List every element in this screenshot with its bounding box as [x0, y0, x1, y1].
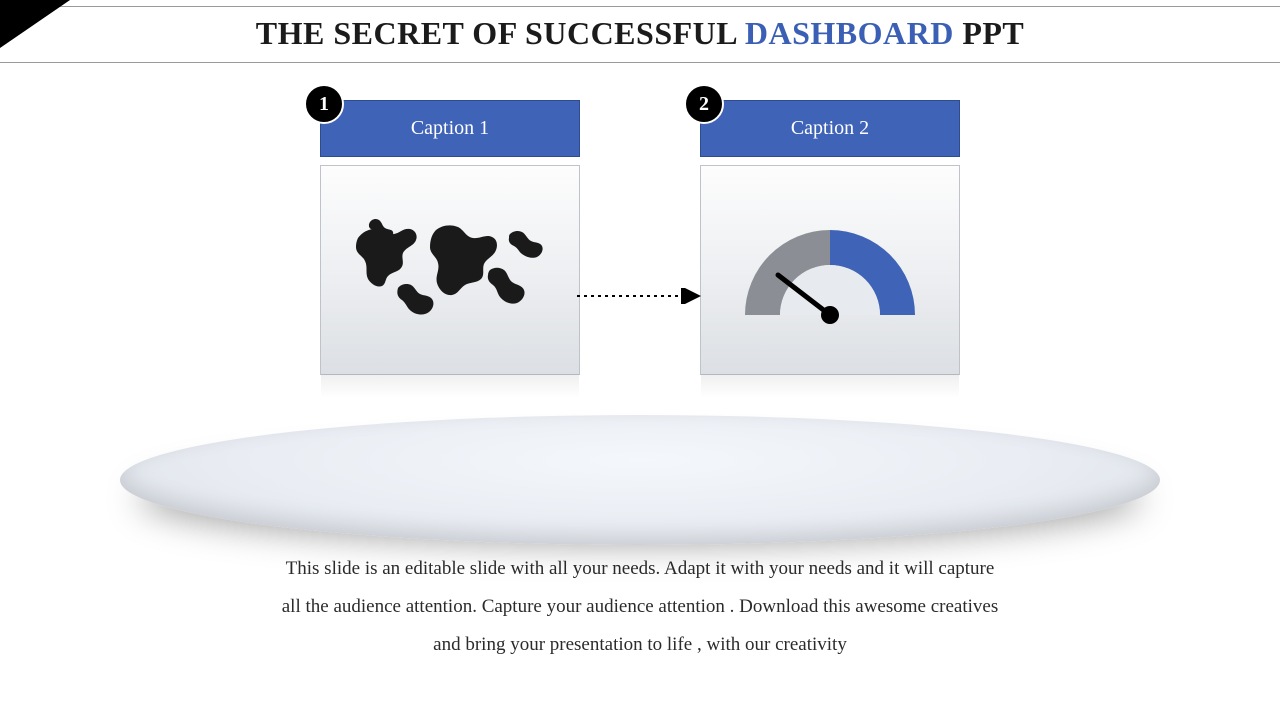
card-1-reflection — [321, 374, 579, 398]
gauge-icon — [725, 195, 935, 345]
platform-ellipse — [120, 415, 1160, 545]
title-suffix: PPT — [954, 15, 1024, 51]
card-2-caption: Caption 2 — [700, 100, 960, 157]
card-1-badge: 1 — [304, 84, 344, 124]
description-text: This slide is an editable slide with all… — [280, 550, 1000, 664]
title-bar: THE SECRET OF SUCCESSFUL DASHBOARD PPT — [0, 6, 1280, 63]
card-2-panel — [700, 165, 960, 375]
title-accent: DASHBOARD — [745, 15, 954, 51]
card-2: 2 Caption 2 — [700, 100, 960, 375]
world-map-icon — [340, 200, 560, 340]
corner-accent — [0, 0, 70, 48]
card-1-panel — [320, 165, 580, 375]
card-2-badge: 2 — [684, 84, 724, 124]
cards-row: 1 Caption 1 2 Cap — [0, 100, 1280, 375]
slide: THE SECRET OF SUCCESSFUL DASHBOARD PPT 1… — [0, 0, 1280, 720]
slide-title: THE SECRET OF SUCCESSFUL DASHBOARD PPT — [0, 15, 1280, 52]
title-prefix: THE SECRET OF SUCCESSFUL — [256, 15, 745, 51]
card-1-caption: Caption 1 — [320, 100, 580, 157]
card-1: 1 Caption 1 — [320, 100, 580, 375]
connector-arrow — [575, 288, 705, 304]
card-2-reflection — [701, 374, 959, 398]
